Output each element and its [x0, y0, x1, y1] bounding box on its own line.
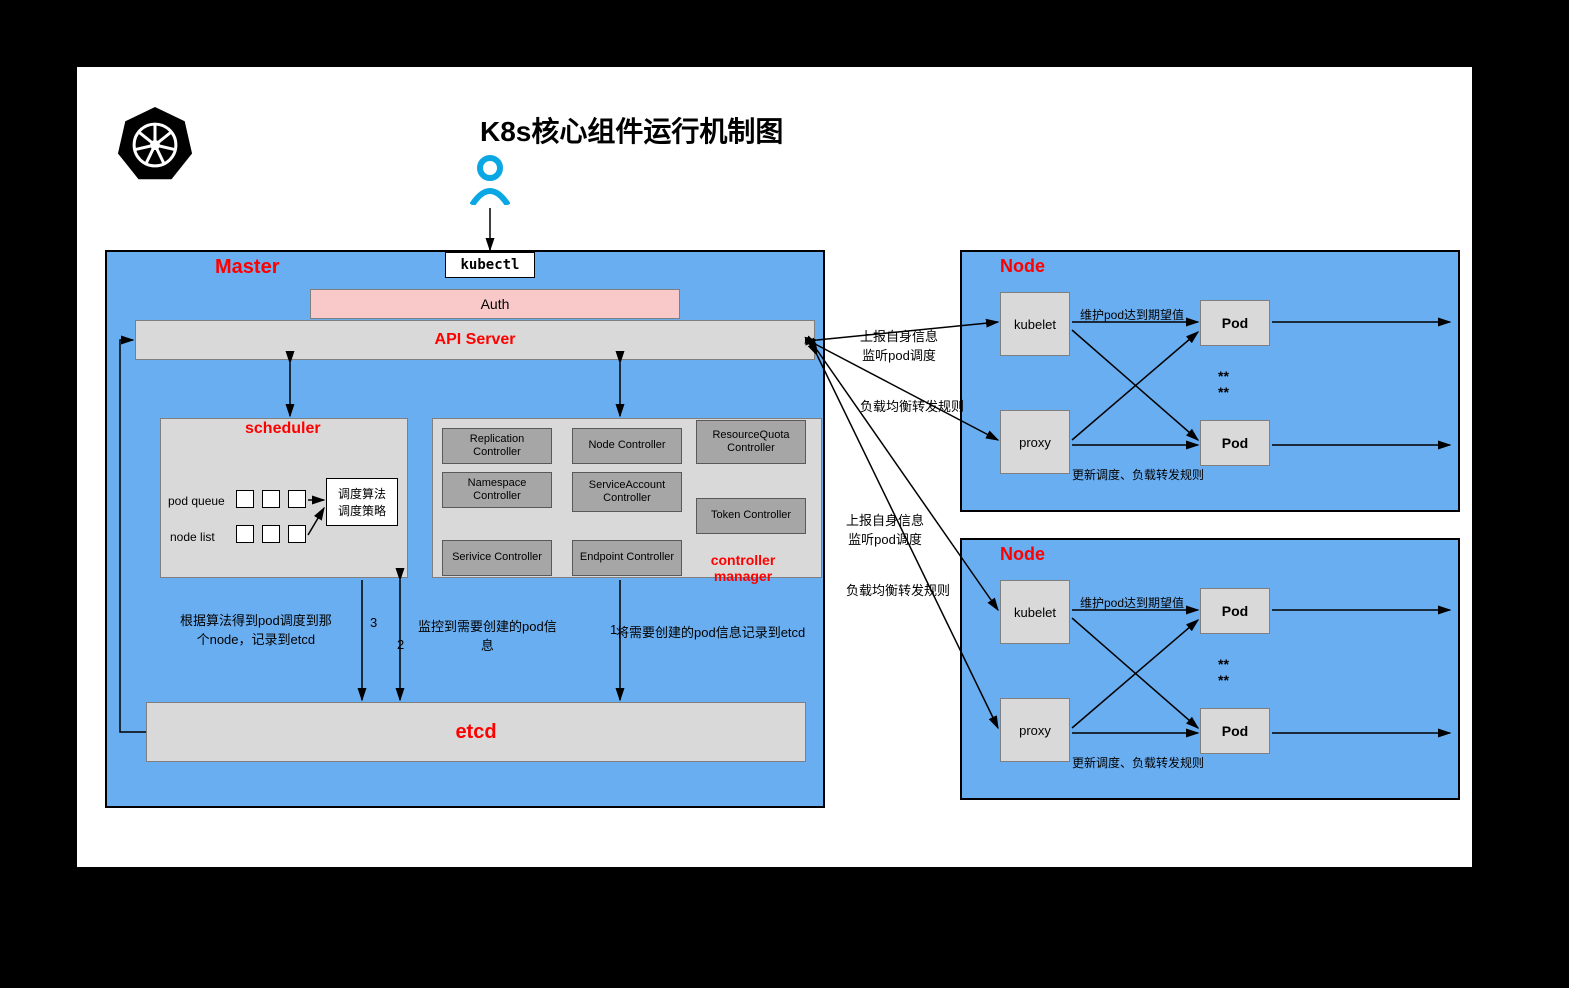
diagram-title: K8s核心组件运行机制图 [480, 110, 783, 150]
scheduler-square [262, 525, 280, 543]
master-title: Master [215, 256, 279, 279]
pod-box: Pod [1200, 420, 1270, 466]
controller-box: Token Controller [696, 498, 806, 534]
api-server-box: API Server [135, 320, 815, 360]
step-label: 2 [397, 637, 404, 652]
step-label: 1 [610, 622, 617, 637]
scheduler-square [288, 490, 306, 508]
pod-ellipsis: ** ** [1218, 368, 1229, 400]
controller-box: ServiceAccount Controller [572, 472, 682, 512]
node-annotation: 负载均衡转发规则 [860, 396, 964, 415]
step-label: 将需要创建的pod信息记录到etcd [616, 622, 805, 641]
controller-box: Serivice Controller [442, 540, 552, 576]
node-annotation: 维护pod达到期望值 [1080, 594, 1184, 611]
pod-ellipsis: ** ** [1218, 656, 1229, 688]
node-annotation: 上报自身信息 监听pod调度 [860, 326, 938, 364]
proxy-box: proxy [1000, 698, 1070, 762]
user-icon [470, 155, 510, 205]
controller-box: Replication Controller [442, 428, 552, 464]
proxy-box: proxy [1000, 410, 1070, 474]
scheduler-square [236, 525, 254, 543]
step-label: 根据算法得到pod调度到那 个node，记录到etcd [180, 610, 332, 648]
kubelet-box: kubelet [1000, 292, 1070, 356]
node-annotation: 更新调度、负载转发规则 [1072, 754, 1204, 771]
kubernetes-logo-icon [115, 105, 195, 185]
controller-manager-title: controller manager [698, 552, 788, 584]
kubelet-box: kubelet [1000, 580, 1070, 644]
scheduler-square [288, 525, 306, 543]
controller-box: Namespace Controller [442, 472, 552, 508]
node-annotation: 维护pod达到期望值 [1080, 306, 1184, 323]
node-list-label: node list [170, 530, 215, 544]
pod-box: Pod [1200, 588, 1270, 634]
node-annotation: 更新调度、负载转发规则 [1072, 466, 1204, 483]
scheduler-square [262, 490, 280, 508]
pod-box: Pod [1200, 708, 1270, 754]
node-title: Node [1000, 256, 1045, 277]
controller-box: Endpoint Controller [572, 540, 682, 576]
scheduler-square [236, 490, 254, 508]
node-annotation: 负载均衡转发规则 [846, 580, 950, 599]
etcd-box: etcd [146, 702, 806, 762]
step-label: 3 [370, 615, 377, 630]
kubectl-box: kubectl [445, 252, 535, 278]
node-title: Node [1000, 544, 1045, 565]
scheduler-algo-box: 调度算法 调度策略 [326, 478, 398, 526]
auth-box: Auth [310, 289, 680, 319]
step-label: 监控到需要创建的pod信 息 [418, 616, 557, 654]
controller-box: ResourceQuota Controller [696, 420, 806, 464]
pod-box: Pod [1200, 300, 1270, 346]
controller-box: Node Controller [572, 428, 682, 464]
scheduler-title: scheduler [245, 420, 321, 438]
pod-queue-label: pod queue [168, 494, 225, 508]
node-annotation: 上报自身信息 监听pod调度 [846, 510, 924, 548]
